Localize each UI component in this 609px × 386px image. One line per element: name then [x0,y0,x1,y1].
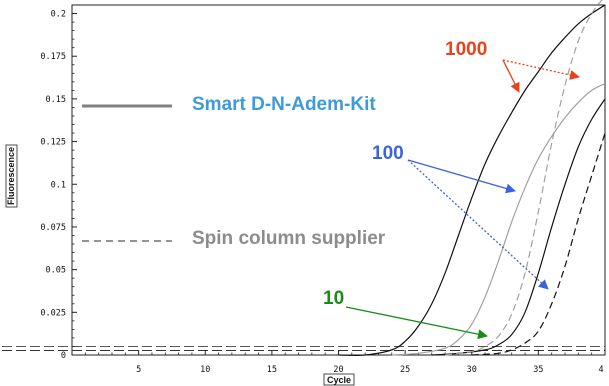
x-axis-title-box [323,373,355,386]
series-line-smart-kit [391,83,606,356]
series-line-smart-kit [431,98,606,356]
legend-label-spin-column: Spin column supplier [192,228,386,249]
x-tick-label: 25 [400,365,410,375]
x-tick-label: 30 [467,365,477,375]
y-tick-label: 0.125 [40,138,66,148]
annotation-10-arrow [345,306,488,340]
series-line-spin-column [445,0,603,356]
x-tick-label: 4 [598,365,603,375]
annotation-100: 100 [372,143,404,164]
y-tick-label: 0.15 [46,95,66,105]
x-tick-label: 5 [136,365,141,375]
y-tick-label: 0 [61,351,66,361]
y-axis: 0 0.025 0.05 0.075 0.1 0.125 0.15 0.175 0.2 [40,10,77,361]
x-tick-label: 10 [200,365,210,375]
legend-label-smart-kit: Smart D-N-Adem-Kit [192,94,376,115]
series-line-spin-column [471,132,606,356]
series-line-smart-kit [338,4,606,356]
annotation-100-arrow-solid [407,159,516,194]
y-tick-label: 0.175 [40,52,66,62]
annotation-1000: 1000 [445,39,487,60]
y-tick-label: 0.025 [40,308,66,318]
y-tick-label: 0.2 [51,10,66,20]
annotation-100-arrow-dotted [407,159,549,290]
x-tick-label: 15 [267,365,277,375]
y-tick-label: 0.075 [40,223,66,233]
series-layer [338,0,606,356]
x-axis-title: Cycle [327,375,351,385]
x-tick-label: 35 [533,365,543,375]
y-axis-title-box [5,144,18,208]
y-tick-label: 0.1 [51,180,66,190]
x-axis: 5 10 15 20 25 30 35 4 [84,350,606,375]
annotation-1000-arrow-solid [502,59,520,93]
x-tick-label: 20 [333,365,343,375]
annotation-10: 10 [323,288,344,309]
y-tick-label: 0.05 [46,266,66,276]
y-axis-title: Fluorescence [6,147,16,205]
annotation-1000-arrow-dotted [502,59,580,80]
